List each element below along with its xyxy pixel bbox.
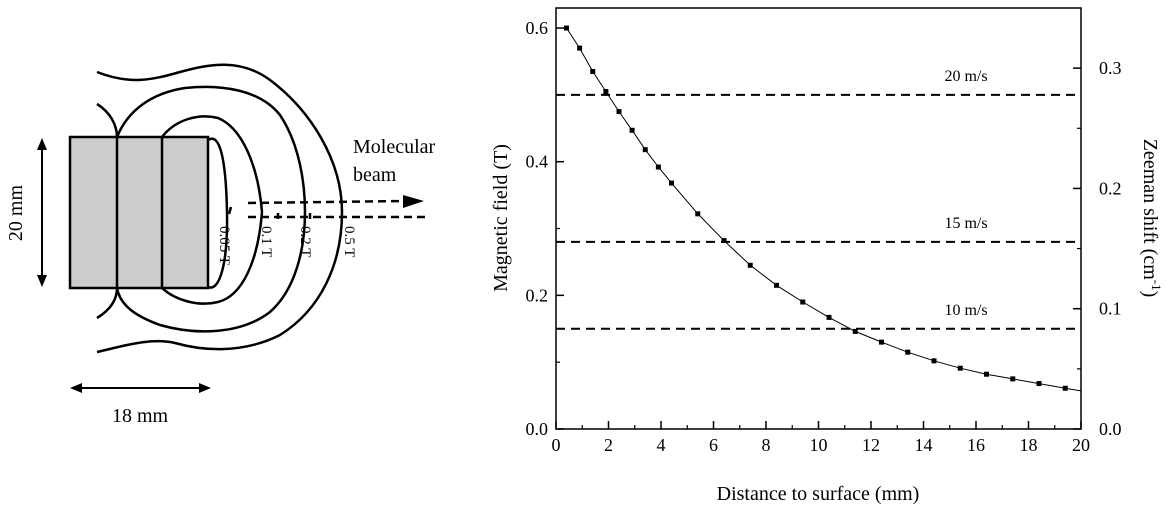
data-point	[879, 339, 884, 345]
contour-label: 0.1 T	[258, 226, 274, 257]
y-tick-label: 0.0	[526, 419, 549, 439]
data-point	[642, 147, 648, 153]
y-tick-label: 0.2	[526, 285, 549, 305]
magnet-diagram: 0.05 T 0.1 T 0.2 T 0.5 T Molecular beam …	[5, 63, 436, 427]
data-point	[747, 262, 753, 268]
data-point	[721, 238, 727, 244]
width-dimension-label: 18 mm	[112, 405, 169, 427]
contour-line-0.1T	[161, 115, 264, 305]
velocity-threshold-label: 15 m/s	[944, 215, 987, 232]
y-axis-right-label-main: Zeeman shift (cm	[1139, 139, 1161, 280]
data-point	[984, 371, 989, 377]
arrow-up-icon	[37, 138, 47, 150]
molecular-beam-arrow-icon	[403, 195, 424, 208]
arrow-left-icon	[70, 383, 82, 393]
y-axis-left: 0.0 0.2 0.4 0.6	[526, 18, 564, 439]
contour-label: 0.5 T	[341, 226, 357, 257]
y-axis-label: Magnetic field (T)	[490, 144, 512, 292]
data-point	[577, 45, 583, 51]
data-point	[655, 164, 661, 170]
contour-label: 0.2 T	[297, 226, 313, 257]
arrow-down-icon	[37, 275, 47, 287]
y2-tick-label: 0.1	[1099, 299, 1122, 319]
y2-tick-label: 0.2	[1099, 178, 1122, 198]
data-point	[931, 358, 937, 364]
x-tick-label: 12	[862, 435, 880, 455]
data-point	[629, 127, 635, 133]
x-tick-label: 0	[552, 435, 561, 455]
data-point	[1036, 381, 1042, 387]
x-axis: 0 2 4 6 8 10 12 14 16 18 20	[552, 421, 1090, 455]
contour-line-0.5T	[96, 63, 344, 354]
data-point	[695, 211, 701, 217]
y2-tick-label: 0.3	[1099, 58, 1122, 78]
contour-tick	[227, 206, 233, 215]
beam-label-line2: beam	[353, 164, 397, 186]
data-point	[1010, 376, 1016, 382]
y2-tick-label: 0.0	[1099, 419, 1122, 439]
x-axis-label: Distance to surface (mm)	[717, 483, 920, 505]
velocity-threshold-label: 20 m/s	[944, 68, 987, 85]
x-tick-label: 2	[604, 435, 613, 455]
data-point	[1062, 385, 1068, 391]
data-point	[616, 109, 622, 115]
contour-line-0.2T	[115, 85, 307, 333]
contour-line-0.5T	[96, 102, 119, 138]
plot-frame	[555, 7, 1082, 430]
x-tick-label: 20	[1072, 435, 1090, 455]
beam-label-line1: Molecular	[353, 136, 436, 158]
velocity-threshold-label: 10 m/s	[944, 302, 987, 319]
data-series	[564, 25, 1082, 392]
x-tick-label: 8	[762, 435, 771, 455]
data-point	[564, 25, 569, 31]
y-axis-right-label-close: )	[1139, 291, 1161, 298]
chart: 0 2 4 6 8 10 12 14 16 18 20 0.0 0.2 0.4 0.6 0.0 0.1 0.2…	[490, 7, 1164, 505]
magnet-body	[68, 135, 210, 290]
data-point	[800, 299, 806, 305]
y-tick-label: 0.6	[526, 18, 549, 38]
y-axis-right-label-sup: -1	[1149, 280, 1164, 291]
velocity-threshold-lines: 20 m/s 15 m/s 10 m/s	[556, 68, 1081, 330]
data-point	[669, 180, 674, 186]
x-tick-label: 16	[967, 435, 985, 455]
x-tick-label: 6	[709, 435, 718, 455]
y-axis-right: 0.0 0.1 0.2 0.3	[1073, 58, 1122, 439]
data-point	[852, 328, 858, 334]
y-axis-right-label: Zeeman shift (cm-1)	[1139, 139, 1164, 298]
data-point	[590, 68, 596, 74]
y-tick-label: 0.4	[526, 152, 549, 172]
data-point	[603, 89, 609, 95]
height-dimension-label: 20 mm	[5, 185, 27, 242]
x-tick-label: 10	[810, 435, 828, 455]
arrow-right-icon	[199, 383, 211, 393]
data-point	[826, 314, 832, 320]
data-point	[957, 365, 963, 371]
contour-line-0.05T	[207, 137, 229, 289]
molecular-beam-line-upper	[247, 199, 406, 205]
data-point	[905, 349, 911, 355]
x-tick-label: 14	[915, 435, 933, 455]
x-tick-label: 4	[657, 435, 666, 455]
contour-line-0.5T	[96, 287, 119, 320]
series-line	[566, 27, 1082, 392]
data-point	[774, 282, 779, 288]
contour-label: 0.05 T	[216, 226, 232, 265]
x-tick-label: 18	[1020, 435, 1038, 455]
